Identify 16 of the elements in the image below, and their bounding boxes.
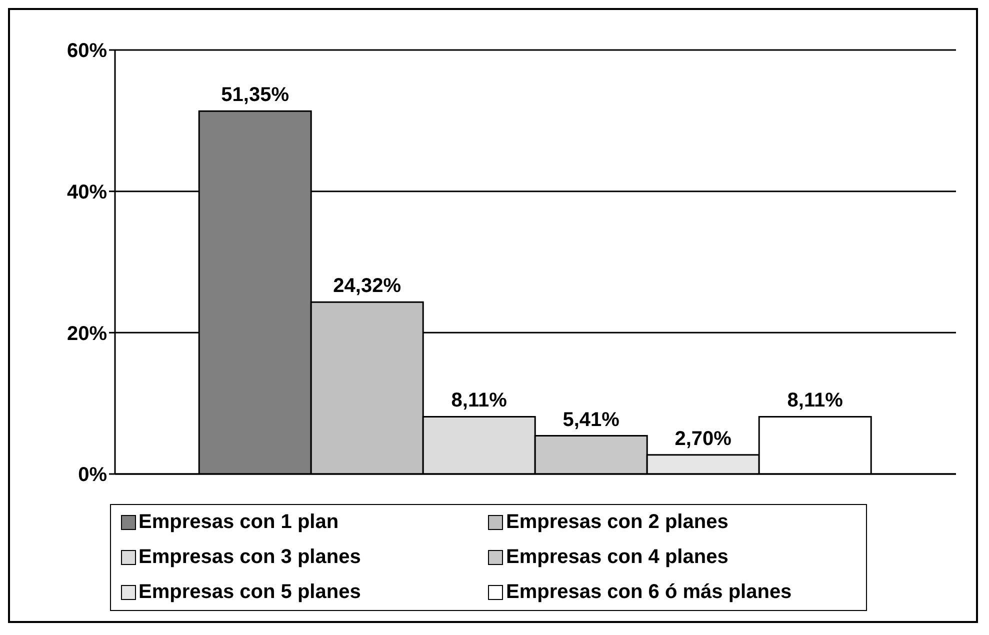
legend-label: Empresas con 2 planes [506,511,728,534]
data-label: 5,41% [562,408,620,431]
legend-label: Empresas con 3 planes [138,546,361,569]
y-tick-label: 0% [78,464,108,486]
legend-label: Empresas con 6 ó más planes [506,581,792,604]
legend-label: Empresas con 4 planes [506,546,728,569]
data-label: 2,70% [674,428,732,450]
legend-label: Empresas con 5 planes [138,581,361,604]
y-tick-label: 60% [66,40,108,62]
data-label: 24,32% [333,275,402,298]
data-label: 8,11% [451,390,508,412]
y-tick-label: 20% [66,322,108,345]
y-tick-label: 40% [66,181,108,204]
data-label: 8,11% [787,390,844,412]
data-label: 51,35% [221,84,290,106]
legend-label: Empresas con 1 plan [138,511,339,534]
